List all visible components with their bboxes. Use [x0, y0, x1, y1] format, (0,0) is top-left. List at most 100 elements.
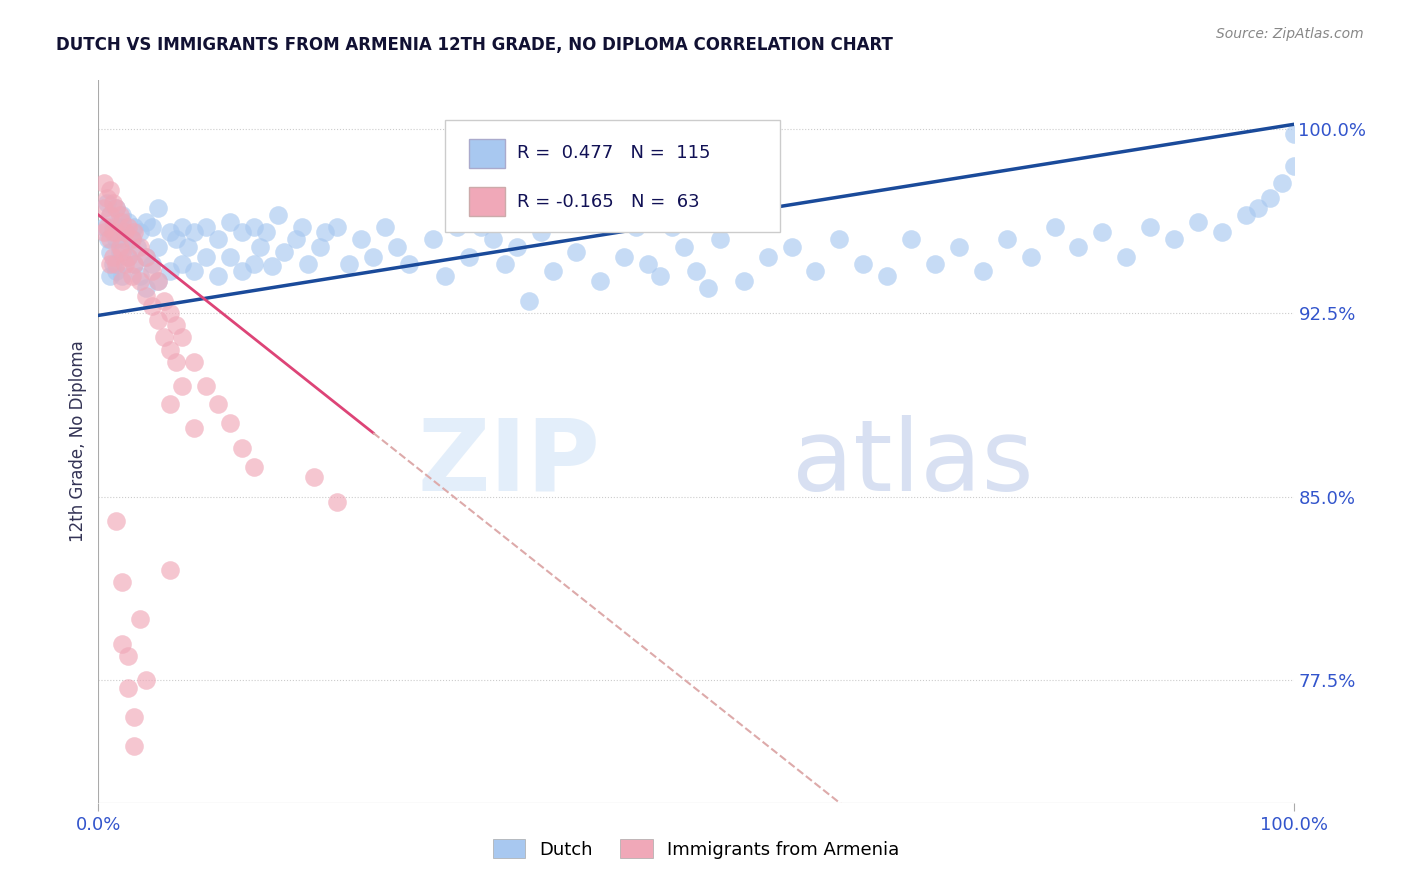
Point [626, 220, 648, 235]
Point [254, 225, 277, 239]
Point [141, 264, 163, 278]
Point [231, 441, 253, 455]
Point [172, 257, 194, 271]
Point [326, 494, 349, 508]
Point [129, 240, 152, 254]
Point [148, 201, 170, 215]
Point [273, 244, 295, 259]
Point [506, 240, 529, 254]
Point [125, 240, 148, 254]
Point [494, 257, 516, 271]
FancyBboxPatch shape [470, 187, 505, 217]
Point [111, 208, 134, 222]
Point [124, 225, 146, 239]
Point [172, 220, 194, 235]
Point [105, 232, 128, 246]
Point [434, 269, 457, 284]
Point [97, 232, 120, 246]
Point [297, 257, 319, 271]
Point [339, 257, 361, 271]
Point [308, 240, 330, 254]
Point [135, 250, 157, 264]
Point [98, 232, 122, 246]
Point [117, 250, 139, 264]
Point [172, 330, 194, 344]
Point [96, 191, 118, 205]
Point [1043, 220, 1066, 235]
Point [291, 220, 314, 235]
Point [98, 184, 122, 198]
Point [124, 220, 146, 235]
Point [219, 250, 242, 264]
Point [207, 232, 229, 246]
Point [129, 612, 152, 626]
Point [98, 208, 122, 222]
Point [284, 232, 307, 246]
Point [267, 208, 290, 222]
Point [93, 220, 115, 235]
Point [804, 264, 827, 278]
Point [135, 215, 157, 229]
Point [900, 232, 922, 246]
Point [96, 220, 118, 235]
Point [111, 274, 134, 288]
Text: ZIP: ZIP [418, 415, 600, 512]
Point [101, 250, 124, 264]
Point [637, 257, 659, 271]
Point [159, 306, 181, 320]
Point [709, 232, 731, 246]
Point [117, 250, 139, 264]
Point [153, 330, 176, 344]
Point [148, 313, 170, 327]
Point [697, 281, 720, 295]
Point [1115, 250, 1137, 264]
Point [114, 257, 136, 271]
Point [93, 176, 115, 190]
Point [114, 225, 136, 239]
Point [207, 396, 229, 410]
Point [111, 637, 134, 651]
Point [98, 208, 122, 222]
Point [363, 250, 385, 264]
Point [924, 257, 946, 271]
Point [117, 220, 139, 235]
Point [183, 355, 205, 369]
Point [948, 240, 970, 254]
Point [565, 244, 588, 259]
Point [446, 220, 468, 235]
Point [141, 299, 163, 313]
Y-axis label: 12th Grade, No Diploma: 12th Grade, No Diploma [69, 341, 87, 542]
Point [93, 225, 115, 239]
Point [613, 250, 636, 264]
Point [101, 225, 124, 239]
Point [1019, 250, 1042, 264]
Point [148, 274, 170, 288]
Point [260, 260, 283, 274]
FancyBboxPatch shape [446, 120, 780, 232]
Point [385, 240, 409, 254]
Point [326, 220, 349, 235]
Point [117, 681, 139, 695]
Point [481, 232, 505, 246]
Point [117, 215, 139, 229]
Point [972, 264, 994, 278]
Point [153, 293, 176, 308]
Point [195, 379, 218, 393]
Point [141, 257, 163, 271]
Point [219, 215, 242, 229]
Point [117, 648, 139, 663]
Point [148, 274, 170, 288]
Point [111, 269, 134, 284]
Point [398, 257, 420, 271]
Point [517, 293, 540, 308]
Point [105, 514, 128, 528]
Point [129, 225, 152, 239]
Point [135, 673, 157, 688]
Point [852, 257, 875, 271]
Point [172, 379, 194, 393]
Text: R = -0.165   N =  63: R = -0.165 N = 63 [517, 193, 699, 211]
Text: R =  0.477   N =  115: R = 0.477 N = 115 [517, 145, 710, 162]
Point [159, 563, 181, 577]
Point [828, 232, 851, 246]
Point [1271, 176, 1294, 190]
